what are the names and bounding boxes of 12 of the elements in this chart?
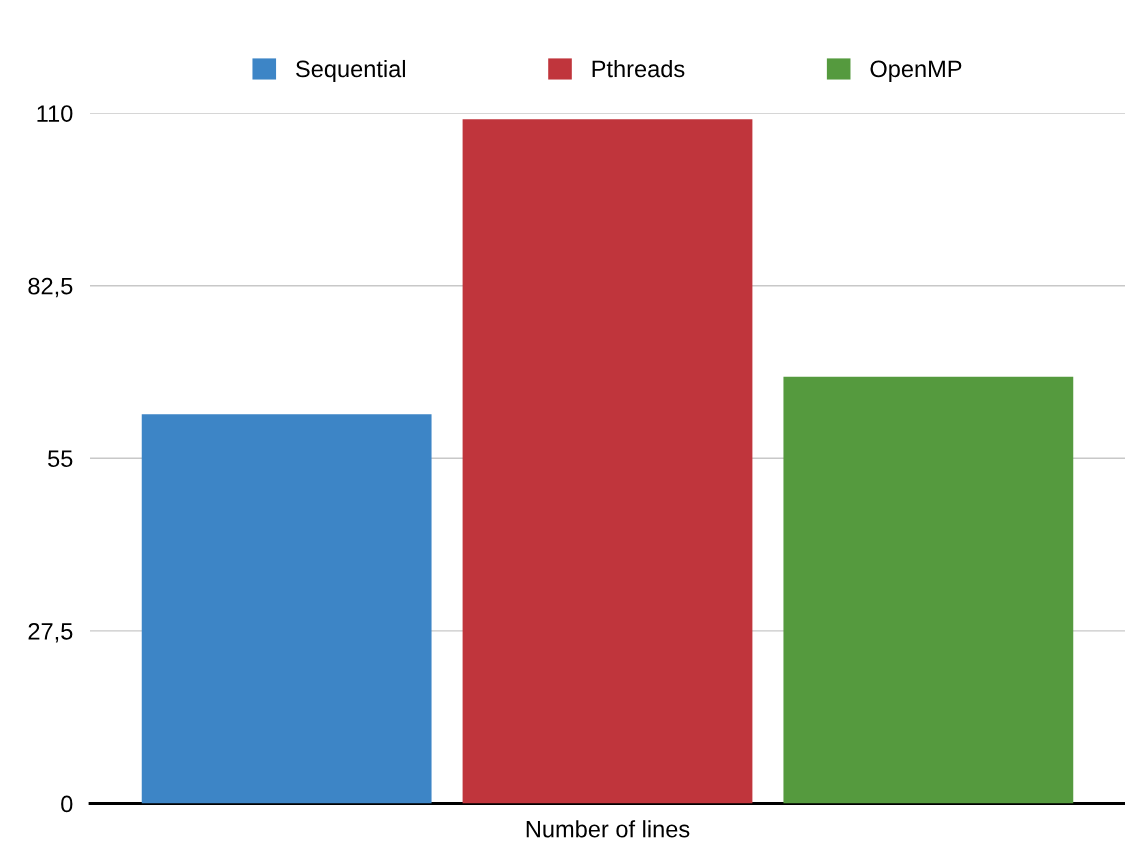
- x-tick-label: Number of lines: [526, 820, 690, 838]
- y-tick-label: 0: [61, 795, 73, 813]
- y-tick-label: 27,5: [28, 622, 73, 643]
- bar: [462, 119, 753, 804]
- y-tick-label: 110: [37, 105, 73, 122]
- y-tick-label: 55: [48, 450, 73, 468]
- bar: [783, 376, 1074, 804]
- legend-label: Pthreads: [592, 59, 685, 78]
- legend-label: OpenMP: [870, 60, 962, 82]
- legend-label: Sequential: [296, 59, 405, 82]
- bar: [141, 414, 432, 804]
- y-tick-label: 82,5: [28, 277, 73, 298]
